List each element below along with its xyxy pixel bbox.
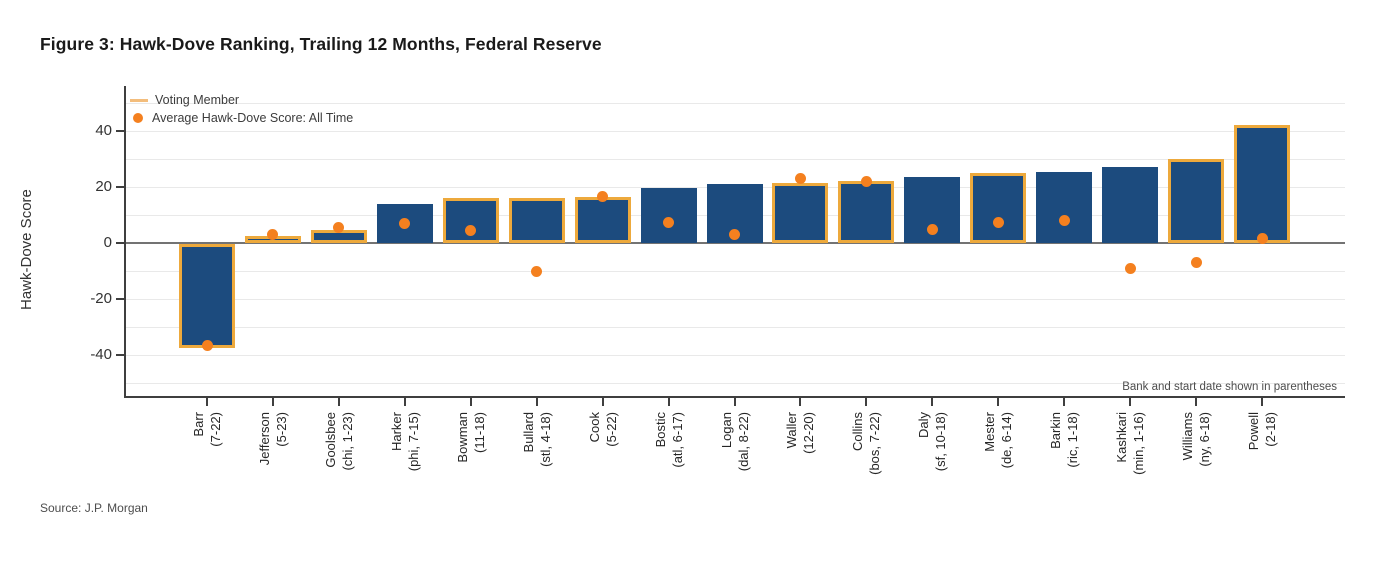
y-tick-mark [116, 186, 124, 188]
x-label-powell: Powell (2-18) [1246, 412, 1278, 451]
avg-dot-daly [927, 224, 938, 235]
bar-williams [1168, 159, 1224, 243]
legend-row-average-score: Average Hawk-Dove Score: All Time [130, 109, 353, 127]
y-tick-mark [116, 242, 124, 244]
bar-waller [772, 183, 828, 243]
figure-title: Figure 3: Hawk-Dove Ranking, Trailing 12… [40, 34, 602, 54]
gridline [124, 383, 1345, 384]
avg-dot-waller [795, 173, 806, 184]
x-tick-mark [997, 398, 999, 406]
avg-dot-bostic [663, 217, 674, 228]
x-label-harker: Harker (phi, 7-15) [389, 412, 421, 472]
chart-legend: Voting Member Average Hawk-Dove Score: A… [130, 91, 353, 127]
x-tick-mark [338, 398, 340, 406]
x-label-barkin: Barkin (ric, 1-18) [1048, 412, 1080, 468]
bar-bullard [509, 198, 565, 243]
y-axis-title: Hawk-Dove Score [18, 189, 35, 310]
y-tick-label: -20 [90, 290, 112, 307]
x-tick-mark [1195, 398, 1197, 406]
average-score-dot-swatch [133, 113, 143, 123]
x-tick-mark [602, 398, 604, 406]
gridline [124, 103, 1345, 104]
x-label-williams: Williams (ny, 6-18) [1180, 412, 1212, 467]
avg-dot-collins [861, 176, 872, 187]
x-tick-mark [1063, 398, 1065, 406]
avg-dot-jefferson [267, 229, 278, 240]
avg-dot-kashkari [1125, 263, 1136, 274]
avg-dot-bullard [531, 266, 542, 277]
zero-line [124, 242, 1345, 244]
x-tick-mark [734, 398, 736, 406]
y-tick-mark [116, 354, 124, 356]
gridline [124, 271, 1345, 272]
avg-dot-cook [597, 191, 608, 202]
parentheses-note: Bank and start date shown in parentheses [1122, 381, 1337, 393]
x-label-daly: Daly (sf, 10-18) [916, 412, 948, 472]
x-tick-mark [668, 398, 670, 406]
x-label-waller: Waller (12-20) [784, 412, 816, 454]
x-label-bowman: Bowman (11-18) [455, 412, 487, 463]
gridline [124, 327, 1345, 328]
x-tick-mark [470, 398, 472, 406]
bar-mester [970, 173, 1026, 243]
legend-label: Voting Member [155, 93, 240, 107]
y-tick-mark [116, 298, 124, 300]
bar-powell [1234, 125, 1290, 243]
x-label-collins: Collins (bos, 7-22) [850, 412, 882, 475]
x-label-goolsbee: Goolsbee (chi, 1-23) [323, 412, 355, 471]
gridline [124, 131, 1345, 132]
x-tick-mark [799, 398, 801, 406]
gridline [124, 299, 1345, 300]
x-label-jefferson: Jefferson (5-23) [257, 412, 289, 466]
avg-dot-harker [399, 218, 410, 229]
x-label-bostic: Bostic (atl, 6-17) [653, 412, 685, 468]
avg-dot-barkin [1059, 215, 1070, 226]
bar-bostic [641, 188, 697, 243]
bar-bowman [443, 198, 499, 243]
x-tick-mark [404, 398, 406, 406]
avg-dot-bowman [465, 225, 476, 236]
x-tick-mark [865, 398, 867, 406]
avg-dot-mester [993, 217, 1004, 228]
avg-dot-barr [202, 340, 213, 351]
avg-dot-powell [1257, 233, 1268, 244]
bar-barkin [1036, 172, 1092, 243]
source-credit: Source: J.P. Morgan [40, 501, 148, 515]
x-tick-mark [1129, 398, 1131, 406]
voting-member-line-swatch [130, 98, 148, 102]
y-axis-spine [124, 86, 126, 398]
x-tick-mark [931, 398, 933, 406]
x-label-barr: Barr (7-22) [191, 412, 223, 447]
bar-kashkari [1102, 167, 1158, 243]
x-tick-mark [206, 398, 208, 406]
avg-dot-williams [1191, 257, 1202, 268]
bar-barr [179, 244, 235, 348]
x-label-mester: Mester (de, 6-14) [982, 412, 1014, 469]
bar-collins [838, 181, 894, 243]
y-tick-label: 0 [103, 234, 112, 251]
y-tick-label: 40 [95, 122, 112, 139]
bar-cook [575, 197, 631, 243]
y-tick-mark [116, 130, 124, 132]
x-tick-mark [1261, 398, 1263, 406]
avg-dot-goolsbee [333, 222, 344, 233]
gridline [124, 355, 1345, 356]
legend-row-voting-member: Voting Member [130, 91, 353, 109]
x-label-bullard: Bullard (stl, 4-18) [521, 412, 553, 467]
y-tick-label: 20 [95, 178, 112, 195]
avg-dot-logan [729, 229, 740, 240]
x-tick-mark [272, 398, 274, 406]
gridline [124, 159, 1345, 160]
legend-label: Average Hawk-Dove Score: All Time [152, 111, 354, 125]
x-label-logan: Logan (dal, 8-22) [719, 412, 751, 472]
x-label-kashkari: Kashkari (min, 1-16) [1114, 412, 1146, 475]
x-tick-mark [536, 398, 538, 406]
y-tick-label: -40 [90, 346, 112, 363]
x-label-cook: Cook (5-22) [587, 412, 619, 447]
x-axis-spine [124, 396, 1345, 398]
